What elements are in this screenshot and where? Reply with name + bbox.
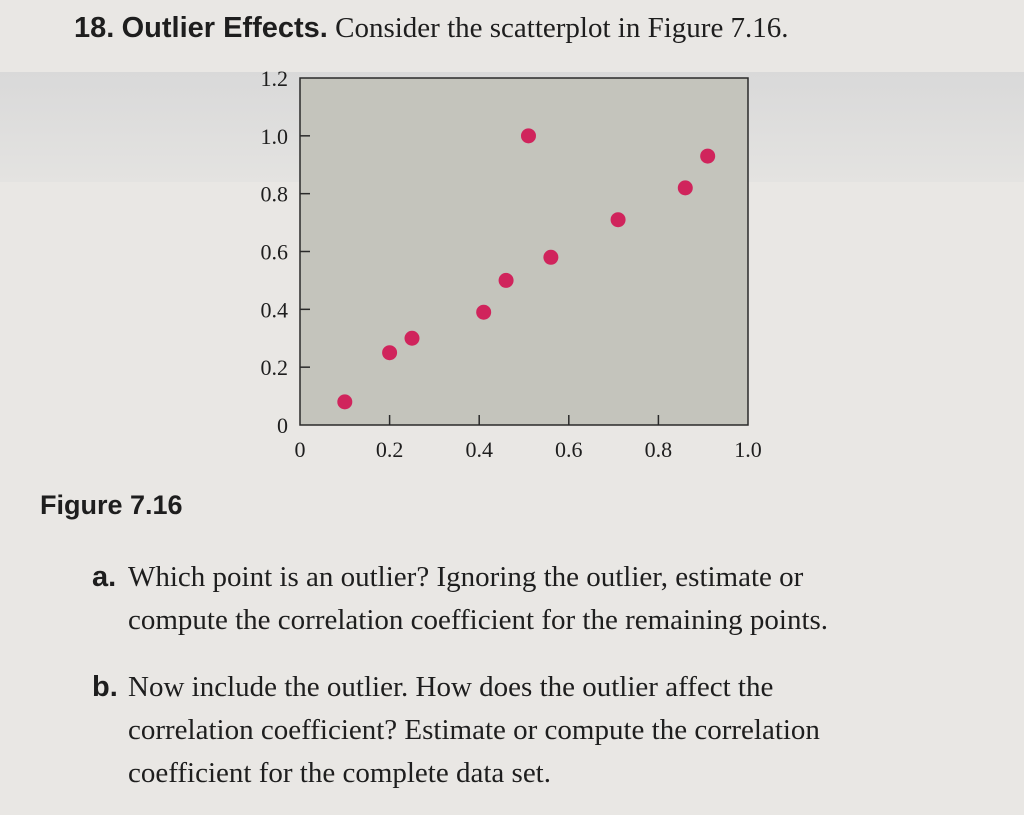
problem-title: Outlier Effects. <box>121 12 328 44</box>
question-a-line1: Which point is an outlier? Ignoring the … <box>128 561 804 593</box>
y-tick-label: 1.0 <box>261 124 289 149</box>
question-b-line3: coefficient for the complete data set. <box>128 757 551 789</box>
y-tick-label: 0.8 <box>261 182 289 207</box>
scatter-point <box>498 272 514 288</box>
scatterplot-chart: 0 0.2 0.4 0.6 0.8 1.0 1.2 0 0.2 0.4 0.6 0.8 1.0 <box>261 70 762 462</box>
scatter-point <box>404 330 420 346</box>
scatter-point <box>476 304 492 320</box>
question-b: b. Now include the outlier. How does the … <box>92 666 1002 795</box>
problem-instruction: Consider the scatterplot in Figure 7.16. <box>335 12 789 44</box>
y-tick-label: 1.2 <box>261 70 289 91</box>
scatter-point <box>700 148 716 164</box>
scatter-point <box>677 180 693 196</box>
y-tick-label: 0.2 <box>261 355 289 380</box>
y-tick-label: 0.4 <box>261 297 289 322</box>
question-a: a. Which point is an outlier? Ignoring th… <box>92 556 1002 642</box>
problem-number: 18. <box>74 12 115 44</box>
question-a-label: a. <box>92 561 117 593</box>
y-tick-label: 0.6 <box>261 240 289 265</box>
problem-heading: 18. Outlier Effects. Consider the scatte… <box>74 12 789 45</box>
question-b-line2: correlation coefficient? Estimate or com… <box>128 714 820 746</box>
x-tick-label: 0.2 <box>376 437 404 462</box>
x-tick-label: 0.8 <box>645 437 673 462</box>
scatter-point <box>382 345 398 361</box>
x-tick-label: 1.0 <box>734 437 762 462</box>
y-tick-label: 0 <box>277 413 288 438</box>
x-tick-label: 0 <box>295 437 306 462</box>
question-b-label: b. <box>92 671 118 703</box>
question-b-line1: Now include the outlier. How does the ou… <box>128 671 774 703</box>
scatter-point <box>610 212 626 228</box>
scatter-point <box>337 394 353 410</box>
question-a-line2: compute the correlation coefficient for … <box>128 604 829 636</box>
scatter-point <box>543 249 559 265</box>
x-tick-label: 0.6 <box>555 437 583 462</box>
scatter-point <box>520 128 536 144</box>
x-tick-label: 0.4 <box>465 437 493 462</box>
figure-caption: Figure 7.16 <box>40 490 183 520</box>
